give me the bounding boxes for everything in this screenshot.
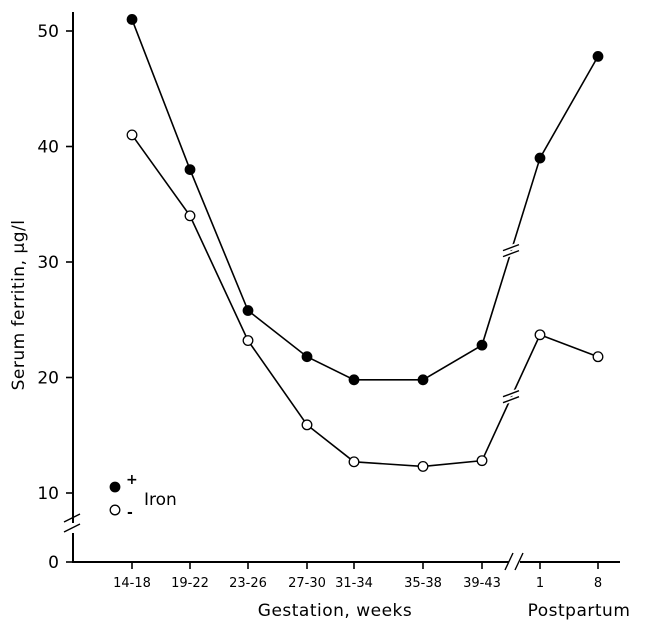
series-line-iron-minus [131,134,599,468]
data-point-iron-minus-14-18 [126,129,138,141]
x-axis-secondary-title: Postpartum [528,601,631,621]
series-layer [126,14,604,472]
y-tick-label: 40 [37,138,59,158]
y-axis-title: Serum ferritin, μg/l [9,220,29,391]
series-break-mark [502,249,520,258]
axes: 0 10 20 30 40 50 14-18 19-22 23-26 27-30 31-34 35-3… [37,12,620,591]
legend: + - Iron [109,472,177,521]
x-tick-label: 23-26 [229,576,267,591]
series-break-mark [502,243,520,252]
legend-marker-open [109,504,121,516]
y-tick-label: 10 [37,484,59,504]
legend-label: Iron [144,490,177,510]
data-point-iron-plus-31-34 [348,374,360,386]
data-point-iron-plus-1 [534,152,546,164]
data-point-iron-plus-35-38 [417,374,429,386]
data-point-iron-plus-39-43 [476,339,488,351]
x-axis-break-mark [514,552,524,571]
data-point-iron-minus-1 [534,329,546,341]
series-break-mark [502,390,520,398]
data-point-iron-minus-39-43 [476,455,488,467]
x-tick-label: 8 [594,576,602,591]
data-point-iron-minus-8 [592,351,604,363]
x-axis-break-mark [504,552,514,571]
data-point-iron-plus-23-26 [242,305,254,316]
data-point-iron-plus-19-22 [184,164,196,176]
x-tick-label: 19-22 [171,576,209,591]
data-point-iron-minus-31-34 [348,456,360,468]
y-tick-label: 20 [37,369,59,389]
y-tick-label: 50 [37,22,59,42]
y-tick-label: 30 [37,253,59,273]
data-point-iron-minus-35-38 [417,460,429,472]
x-tick-label: 35-38 [404,576,442,591]
y-axis-break-mark [63,523,81,533]
data-point-iron-plus-8 [592,51,604,62]
y-tick-label: 0 [48,553,59,573]
x-tick-label: 39-43 [463,576,501,591]
data-point-iron-minus-23-26 [242,335,254,346]
y-axis-break-mark [63,513,81,523]
x-tick-label: 1 [536,576,544,591]
legend-marker-filled [109,481,121,493]
labels-layer: Serum ferritin, μg/l Gestation, weeks Po… [9,220,630,621]
series-break-mark [502,396,520,404]
data-point-iron-plus-14-18 [126,14,138,25]
series-line-iron-plus [131,19,599,381]
legend-sign-plus: + [126,472,138,488]
data-point-iron-minus-27-30 [301,419,313,431]
data-point-iron-minus-19-22 [184,210,196,222]
legend-sign-minus: - [127,505,133,521]
x-tick-label: 27-30 [288,576,326,591]
x-tick-label: 31-34 [335,576,373,591]
data-point-iron-plus-27-30 [301,351,313,363]
x-axis-title: Gestation, weeks [258,601,412,621]
x-tick-label: 14-18 [113,576,151,591]
